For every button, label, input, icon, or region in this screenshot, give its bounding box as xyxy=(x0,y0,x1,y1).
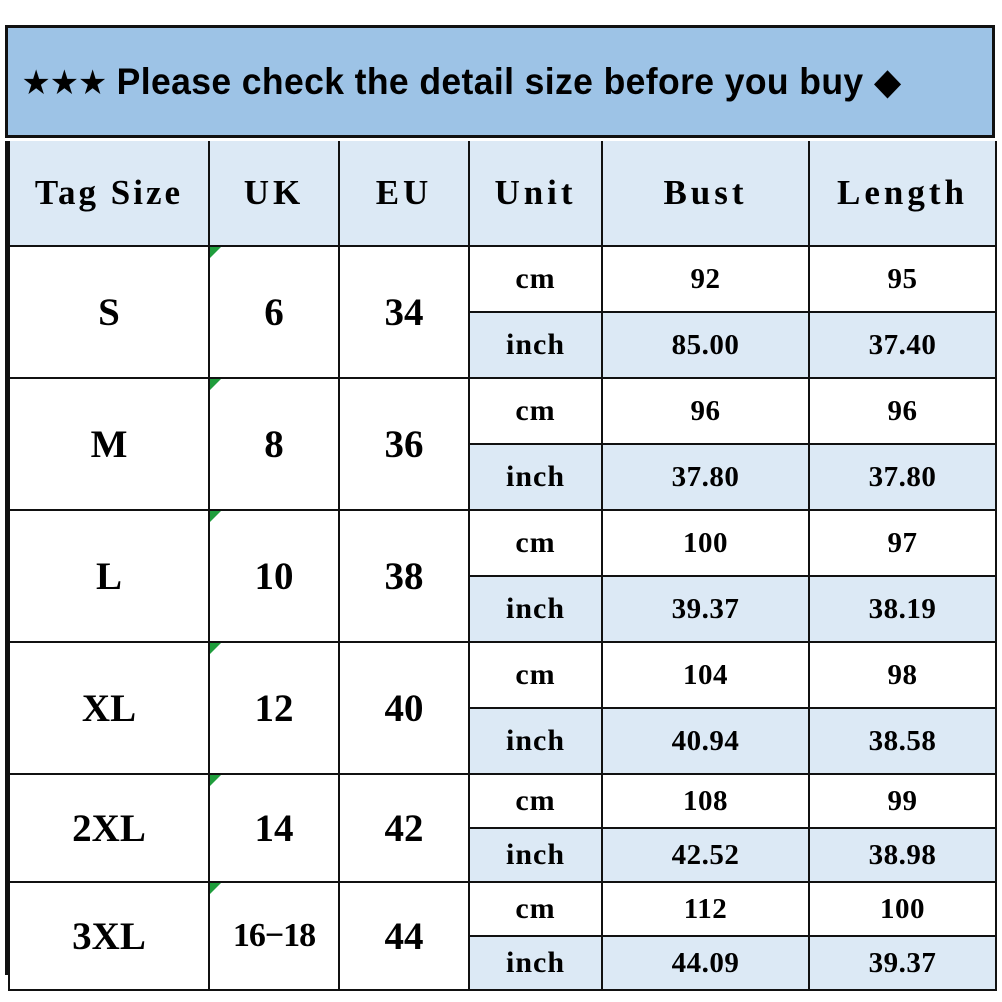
cell-bust-inch: 42.52 xyxy=(601,827,810,883)
cell-uk-value: 12 xyxy=(254,686,294,730)
cell-length-inch: 37.40 xyxy=(808,311,997,379)
column-header-uk: UK xyxy=(208,141,340,247)
cell-marker-icon xyxy=(210,379,221,390)
table-row: S 6 34 cm 92 95 xyxy=(8,245,997,379)
cell-uk: 16−18 xyxy=(208,881,340,991)
cell-uk-value: 8 xyxy=(264,422,284,466)
cell-tag-size: M xyxy=(8,377,210,511)
cell-bust-cm: 108 xyxy=(601,773,810,829)
cell-bust-inch: 40.94 xyxy=(601,707,810,775)
cell-unit-inch: inch xyxy=(468,707,603,775)
size-table: Tag Size UK EU Unit Bust Length S 6 34 c… xyxy=(8,141,997,991)
cell-bust-inch: 85.00 xyxy=(601,311,810,379)
size-table-container: Tag Size UK EU Unit Bust Length S 6 34 c… xyxy=(5,141,997,991)
cell-bust-cm: 100 xyxy=(601,509,810,577)
table-header-row: Tag Size UK EU Unit Bust Length xyxy=(8,141,997,247)
cell-length-inch: 38.58 xyxy=(808,707,997,775)
cell-uk-value: 6 xyxy=(264,290,284,334)
cell-uk: 12 xyxy=(208,641,340,775)
table-row: 3XL 16−18 44 cm 112 100 xyxy=(8,881,997,991)
cell-marker-icon xyxy=(210,775,221,786)
column-header-bust: Bust xyxy=(601,141,810,247)
cell-eu: 38 xyxy=(338,509,470,643)
table-row: L 10 38 cm 100 97 xyxy=(8,509,997,643)
cell-marker-icon xyxy=(210,247,221,258)
column-header-length: Length xyxy=(808,141,997,247)
cell-uk: 10 xyxy=(208,509,340,643)
table-row: 2XL 14 42 cm 108 99 xyxy=(8,773,997,883)
cell-uk-value: 10 xyxy=(254,554,294,598)
cell-eu: 40 xyxy=(338,641,470,775)
table-row: inch 85.00 37.40 xyxy=(9,311,997,379)
cell-length-cm: 98 xyxy=(808,641,997,709)
cell-length-cm: 96 xyxy=(808,377,997,445)
table-row: M 8 36 cm 96 96 xyxy=(8,377,997,511)
diamond-icon: ◆ xyxy=(873,61,902,102)
cell-marker-icon xyxy=(210,643,221,654)
cell-length-cm: 97 xyxy=(808,509,997,577)
cell-bust-cm: 96 xyxy=(601,377,810,445)
table-row: XL 12 40 cm 104 98 xyxy=(8,641,997,775)
table-row: inch 44.09 39.37 xyxy=(9,935,997,991)
cell-length-cm: 100 xyxy=(808,881,997,937)
notice-banner-text: ★★★ Please check the detail size before … xyxy=(8,60,902,103)
cell-tag-size: 3XL xyxy=(8,881,210,991)
cell-length-inch: 37.80 xyxy=(808,443,997,511)
cell-unit-inch: inch xyxy=(468,311,603,379)
cell-marker-icon xyxy=(210,511,221,522)
cell-unit-cm: cm xyxy=(468,509,603,577)
star-icon: ★★★ xyxy=(21,64,107,102)
cell-eu: 34 xyxy=(338,245,470,379)
table-row: inch 40.94 38.58 xyxy=(9,707,997,775)
cell-eu: 42 xyxy=(338,773,470,883)
cell-unit-cm: cm xyxy=(468,773,603,829)
column-header-unit: Unit xyxy=(468,141,603,247)
cell-unit-cm: cm xyxy=(468,377,603,445)
cell-uk-value: 14 xyxy=(254,806,294,850)
cell-length-inch: 39.37 xyxy=(808,935,997,991)
cell-eu: 44 xyxy=(338,881,470,991)
cell-uk: 14 xyxy=(208,773,340,883)
cell-unit-inch: inch xyxy=(468,935,603,991)
cell-bust-inch: 44.09 xyxy=(601,935,810,991)
cell-bust-inch: 37.80 xyxy=(601,443,810,511)
cell-tag-size: XL xyxy=(8,641,210,775)
cell-bust-cm: 104 xyxy=(601,641,810,709)
table-row: inch 37.80 37.80 xyxy=(9,443,997,511)
cell-length-inch: 38.98 xyxy=(808,827,997,883)
cell-unit-cm: cm xyxy=(468,881,603,937)
cell-length-cm: 99 xyxy=(808,773,997,829)
cell-tag-size: 2XL xyxy=(8,773,210,883)
cell-length-inch: 38.19 xyxy=(808,575,997,643)
cell-bust-cm: 112 xyxy=(601,881,810,937)
cell-uk: 8 xyxy=(208,377,340,511)
cell-tag-size: S xyxy=(8,245,210,379)
cell-unit-inch: inch xyxy=(468,575,603,643)
cell-length-cm: 95 xyxy=(808,245,997,313)
table-row: inch 39.37 38.19 xyxy=(9,575,997,643)
notice-text: Please check the detail size before you … xyxy=(116,61,864,102)
column-header-eu: EU xyxy=(338,141,470,247)
cell-tag-size: L xyxy=(8,509,210,643)
cell-unit-cm: cm xyxy=(468,245,603,313)
cell-marker-icon xyxy=(210,883,221,894)
cell-unit-inch: inch xyxy=(468,443,603,511)
notice-banner: ★★★ Please check the detail size before … xyxy=(5,25,995,138)
cell-unit-cm: cm xyxy=(468,641,603,709)
column-header-tag-size: Tag Size xyxy=(8,141,210,247)
cell-uk: 6 xyxy=(208,245,340,379)
cell-unit-inch: inch xyxy=(468,827,603,883)
cell-uk-value: 16−18 xyxy=(232,917,316,954)
cell-bust-inch: 39.37 xyxy=(601,575,810,643)
cell-bust-cm: 92 xyxy=(601,245,810,313)
cell-eu: 36 xyxy=(338,377,470,511)
table-row: inch 42.52 38.98 xyxy=(9,827,997,883)
